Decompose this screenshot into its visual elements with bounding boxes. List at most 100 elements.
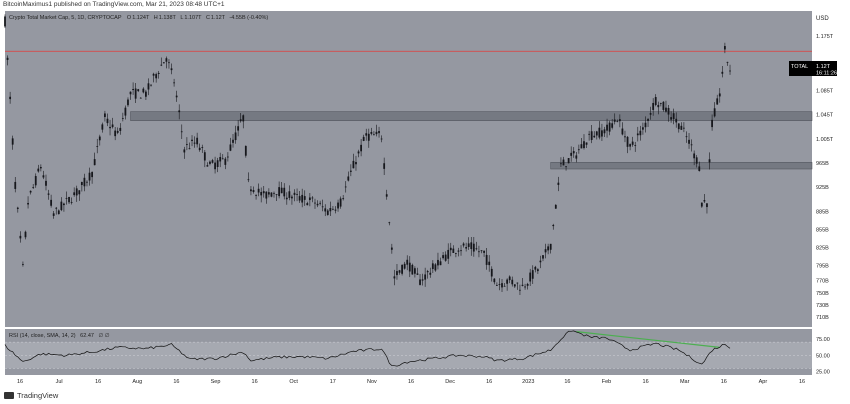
candle-body: [621, 128, 624, 135]
price-tick-label: 1.085T: [816, 88, 834, 94]
candle-body: [298, 196, 301, 201]
tradingview-logo[interactable]: TradingView: [4, 391, 58, 400]
candle-body: [283, 187, 286, 197]
candle-body: [285, 197, 288, 200]
candle-body: [460, 250, 462, 252]
candle-body: [168, 62, 170, 64]
candle-body: [488, 261, 491, 266]
candle-body: [654, 97, 657, 105]
support-zone-1: [130, 111, 813, 121]
candle-body: [690, 144, 693, 146]
candle-body: [106, 118, 109, 124]
candle-body: [147, 83, 150, 90]
candle-body: [480, 250, 483, 252]
price-tick-label: 1.005T: [816, 137, 834, 143]
time-tick-label: Apr: [759, 379, 768, 385]
candle-body: [34, 176, 37, 186]
candle-body: [109, 126, 111, 129]
price-badge-value: 1.12T: [816, 64, 831, 70]
candle-body: [11, 138, 14, 145]
candle-body: [152, 73, 155, 76]
candle-body: [490, 268, 493, 277]
candle-body: [311, 197, 314, 199]
candle-body: [19, 235, 22, 239]
candle-body: [601, 130, 603, 137]
candle-body: [462, 243, 465, 246]
candle-body: [562, 159, 565, 166]
candle-body: [593, 135, 596, 138]
candle-body: [265, 191, 268, 199]
legend-close-label: C: [206, 15, 210, 21]
candle-body: [652, 102, 655, 110]
candle-body: [616, 121, 619, 123]
candle-body: [424, 274, 427, 280]
candle-body: [255, 194, 257, 196]
footer: TradingView: [0, 388, 850, 404]
footer-brand: TradingView: [17, 391, 59, 400]
candle-body: [470, 242, 473, 250]
candle-body: [672, 113, 675, 120]
candle-body: [716, 98, 719, 105]
candle-body: [565, 166, 567, 168]
time-tick-label: 16: [643, 379, 649, 385]
candle-body: [296, 194, 298, 195]
candle-body: [78, 190, 81, 195]
candle-body: [308, 197, 311, 201]
candle-body: [306, 203, 309, 206]
rsi-tick-label: 50.00: [816, 353, 830, 359]
candle-body: [75, 188, 78, 196]
candle-body: [644, 122, 647, 128]
candle-body: [91, 172, 94, 178]
candle-body: [544, 249, 547, 253]
time-tick-label: Mar: [680, 379, 690, 385]
candle-body: [465, 247, 468, 249]
candle-body: [209, 161, 211, 164]
candle-body: [239, 119, 242, 122]
candle-body: [680, 125, 683, 130]
candle-body: [452, 248, 455, 253]
candle-body: [47, 193, 50, 195]
candle-body: [588, 133, 591, 135]
candle-body: [401, 264, 403, 274]
candle-body: [73, 192, 76, 196]
legend-high: 1.138T: [159, 15, 177, 21]
candle-body: [385, 194, 388, 197]
rsi-tick-label: 25.00: [816, 370, 830, 376]
candle-body: [631, 141, 634, 145]
candle-body: [718, 93, 721, 97]
candle-body: [636, 133, 639, 136]
price-tick-label: 1.045T: [816, 113, 834, 119]
candle-body: [449, 247, 452, 251]
candle-body: [595, 131, 598, 136]
candle-body: [606, 124, 608, 131]
price-tick-label: 1.175T: [816, 34, 834, 40]
candle-body: [332, 208, 334, 210]
candle-body: [659, 102, 662, 104]
candle-body: [162, 62, 165, 64]
candle-body: [583, 141, 585, 149]
candle-body: [14, 181, 17, 189]
candle-body: [137, 89, 140, 92]
candle-body: [232, 139, 234, 143]
candle-body: [329, 208, 332, 212]
candle-body: [6, 57, 9, 60]
candle-body: [226, 156, 229, 158]
candle-body: [383, 163, 386, 169]
legend-change: -4.55B (-0.40%): [229, 15, 268, 21]
time-tick-label: 17: [330, 379, 336, 385]
candle-body: [93, 159, 96, 166]
candle-body: [114, 130, 117, 137]
candle-body: [124, 107, 127, 116]
candle-body: [547, 246, 550, 251]
price-tick-label: 965B: [816, 161, 829, 167]
svg-text:RSI (14, close, SMA, 14, 2): RSI (14, close, SMA, 14, 2) 62.47 ∅ ∅: [9, 332, 110, 339]
candle-body: [270, 192, 273, 197]
candle-body: [549, 243, 552, 250]
rsi-extra: ∅ ∅: [98, 332, 109, 339]
candle-body: [221, 158, 224, 160]
time-tick-label: 16: [95, 379, 101, 385]
svg-text:Crypto Total Market Cap, 5, 1D: Crypto Total Market Cap, 5, 1D, CRYPTOCA…: [9, 15, 268, 21]
price-chart[interactable]: 1.175T1.125T1.085T1.045T1.005T965B925B88…: [0, 11, 850, 388]
rsi-label: RSI (14, close, SMA, 14, 2): [9, 333, 76, 339]
candle-body: [475, 248, 478, 250]
